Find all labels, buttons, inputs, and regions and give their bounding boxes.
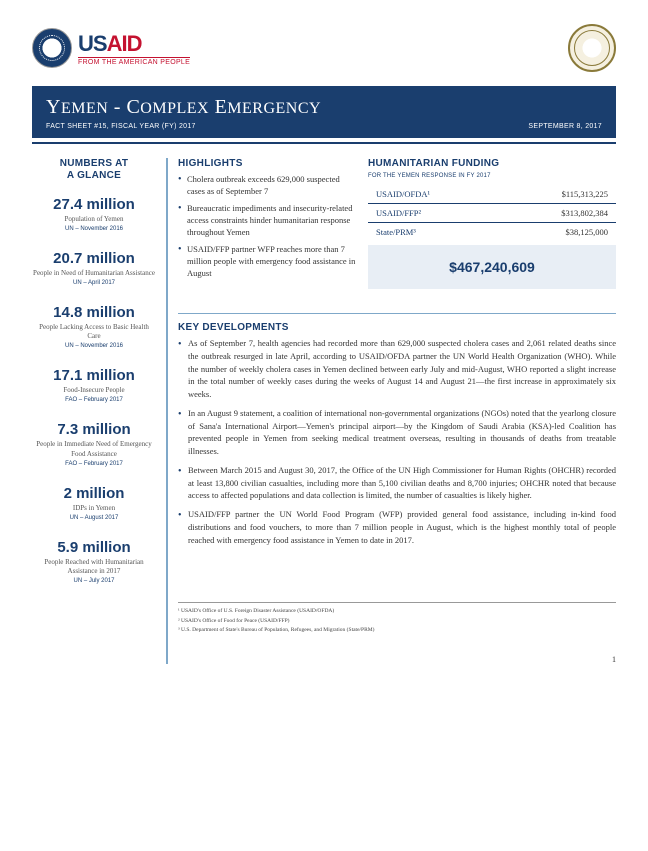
funding-row-prm: State/PRM³ $38,125,000: [368, 223, 616, 241]
stat-desc: Food-Insecure People: [32, 386, 156, 395]
document-date: SEPTEMBER 8, 2017: [528, 123, 602, 130]
stat-desc: People Lacking Access to Basic Health Ca…: [32, 323, 156, 341]
stat-desc: IDPs in Yemen: [32, 504, 156, 513]
funding-title: HUMANITARIAN FUNDING: [368, 158, 616, 169]
right-content: HIGHLIGHTS Cholera outbreak exceeds 629,…: [178, 158, 616, 664]
funding-table: USAID/OFDA¹ $115,313,225 USAID/FFP² $313…: [368, 185, 616, 241]
usaid-logo: USAID FROM THE AMERICAN PEOPLE: [32, 28, 190, 68]
title-sub-row: FACT SHEET #15, FISCAL YEAR (FY) 2017 SE…: [46, 123, 602, 130]
title-text: YEMEN - COMPLEX EMERGENCY: [46, 96, 321, 118]
stat-desc: People in Need of Humanitarian Assistanc…: [32, 269, 156, 278]
usaid-logo-text: USAID FROM THE AMERICAN PEOPLE: [78, 31, 190, 66]
funding-value: $38,125,000: [566, 227, 609, 237]
glance-title-l2: A GLANCE: [67, 170, 121, 181]
body-columns: NUMBERS AT A GLANCE 27.4 million Populat…: [32, 158, 616, 664]
stat-src: FAO – February 2017: [32, 461, 156, 467]
key-dev-list: As of September 7, health agencies had r…: [178, 337, 616, 546]
stat-num: 17.1 million: [32, 367, 156, 384]
state-dept-seal-icon: [568, 24, 616, 72]
stat-desc: Population of Yemen: [32, 215, 156, 224]
stat-idps: 2 million IDPs in Yemen UN – August 2017: [32, 485, 156, 521]
funding-total: $467,240,609: [368, 259, 616, 275]
nav-divider: [32, 142, 616, 144]
stat-need-assistance: 20.7 million People in Need of Humanitar…: [32, 250, 156, 286]
key-dev-title: KEY DEVELOPMENTS: [178, 322, 616, 333]
stat-src: UN – July 2017: [32, 578, 156, 584]
stat-health-care: 14.8 million People Lacking Access to Ba…: [32, 304, 156, 349]
funding-label: State/PRM³: [376, 227, 416, 237]
footnote: ² USAID's Office of Food for Peace (USAI…: [178, 617, 616, 625]
page: USAID FROM THE AMERICAN PEOPLE YEMEN - C…: [0, 0, 648, 704]
usaid-wordmark: USAID: [78, 31, 190, 57]
vertical-divider: [166, 158, 168, 664]
footnotes: ¹ USAID's Office of U.S. Foreign Disaste…: [178, 602, 616, 635]
stat-num: 27.4 million: [32, 196, 156, 213]
header-logos: USAID FROM THE AMERICAN PEOPLE: [32, 24, 616, 72]
stat-num: 2 million: [32, 485, 156, 502]
section-divider: [178, 313, 616, 314]
key-dev-item: As of September 7, health agencies had r…: [178, 337, 616, 401]
highlights-list: Cholera outbreak exceeds 629,000 suspect…: [178, 173, 358, 280]
stat-num: 20.7 million: [32, 250, 156, 267]
highlight-item: Bureaucratic impediments and insecurity-…: [178, 202, 358, 239]
key-dev-item: USAID/FFP partner the UN World Food Prog…: [178, 508, 616, 546]
stat-src: UN – November 2016: [32, 343, 156, 349]
stat-food-insecure: 17.1 million Food-Insecure People FAO – …: [32, 367, 156, 403]
numbers-at-glance-column: NUMBERS AT A GLANCE 27.4 million Populat…: [32, 158, 156, 664]
usaid-aid: AID: [107, 31, 142, 56]
funding-row-ofda: USAID/OFDA¹ $115,313,225: [368, 185, 616, 204]
funding-total-box: $467,240,609: [368, 245, 616, 289]
factsheet-number: FACT SHEET #15, FISCAL YEAR (FY) 2017: [46, 123, 196, 130]
stat-desc: People Reached with Humanitarian Assista…: [32, 558, 156, 576]
highlights-title: HIGHLIGHTS: [178, 158, 358, 169]
stat-emergency-food: 7.3 million People in Immediate Need of …: [32, 421, 156, 466]
usaid-us: US: [78, 31, 107, 56]
key-developments-section: KEY DEVELOPMENTS As of September 7, heal…: [178, 307, 616, 552]
stat-src: UN – November 2016: [32, 226, 156, 232]
stat-reached: 5.9 million People Reached with Humanita…: [32, 539, 156, 584]
title-bar: YEMEN - COMPLEX EMERGENCY FACT SHEET #15…: [32, 86, 616, 138]
stat-src: UN – April 2017: [32, 280, 156, 286]
funding-label: USAID/FFP²: [376, 208, 421, 218]
funding-value: $115,313,225: [562, 189, 608, 199]
funding-subtitle: FOR THE YEMEN RESPONSE IN FY 2017: [368, 173, 616, 179]
stat-src: UN – August 2017: [32, 515, 156, 521]
stat-src: FAO – February 2017: [32, 397, 156, 403]
footnote: ¹ USAID's Office of U.S. Foreign Disaste…: [178, 607, 616, 615]
highlight-item: Cholera outbreak exceeds 629,000 suspect…: [178, 173, 358, 198]
page-number: 1: [178, 655, 616, 664]
stat-population: 27.4 million Population of Yemen UN – No…: [32, 196, 156, 232]
highlights-section: HIGHLIGHTS Cholera outbreak exceeds 629,…: [178, 158, 358, 289]
highlight-item: USAID/FFP partner WFP reaches more than …: [178, 243, 358, 280]
key-dev-item: In an August 9 statement, a coalition of…: [178, 407, 616, 458]
footnote: ³ U.S. Department of State's Bureau of P…: [178, 626, 616, 634]
usaid-tagline: FROM THE AMERICAN PEOPLE: [78, 57, 190, 66]
funding-value: $313,802,384: [561, 208, 608, 218]
stat-num: 7.3 million: [32, 421, 156, 438]
glance-title: NUMBERS AT A GLANCE: [32, 158, 156, 182]
document-title: YEMEN - COMPLEX EMERGENCY: [46, 96, 602, 119]
top-row: HIGHLIGHTS Cholera outbreak exceeds 629,…: [178, 158, 616, 289]
key-dev-item: Between March 2015 and August 30, 2017, …: [178, 464, 616, 502]
funding-label: USAID/OFDA¹: [376, 189, 430, 199]
funding-row-ffp: USAID/FFP² $313,802,384: [368, 204, 616, 223]
stat-num: 14.8 million: [32, 304, 156, 321]
usaid-seal-icon: [32, 28, 72, 68]
glance-title-l1: NUMBERS AT: [60, 158, 129, 169]
stat-desc: People in Immediate Need of Emergency Fo…: [32, 440, 156, 458]
stat-num: 5.9 million: [32, 539, 156, 556]
funding-section: HUMANITARIAN FUNDING FOR THE YEMEN RESPO…: [368, 158, 616, 289]
